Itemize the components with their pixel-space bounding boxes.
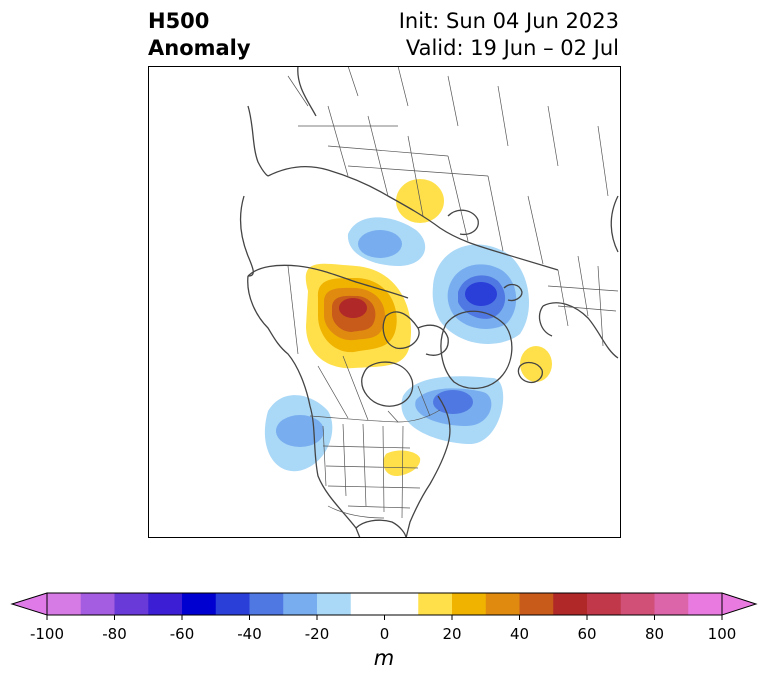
kamchatka <box>239 195 254 277</box>
iceland <box>517 361 543 384</box>
colorbar-block <box>249 593 284 615</box>
colorbar-block <box>283 593 318 615</box>
anomaly-trough-north-greenland <box>432 244 530 344</box>
colorbar-block <box>654 593 689 615</box>
russia-regions <box>298 105 544 265</box>
colorbar-block <box>350 593 385 615</box>
gulf-of-mexico <box>355 519 407 538</box>
colorbar-block <box>452 593 487 615</box>
colorbar-block <box>148 593 183 615</box>
colorbar-tick-label: 80 <box>645 625 664 643</box>
east-asia-coast <box>247 66 317 177</box>
coastlines <box>239 66 619 538</box>
init-date: Init: Sun 04 Jun 2023 <box>398 9 619 33</box>
anomaly-map <box>148 66 621 538</box>
colorbar-block <box>587 593 622 615</box>
canadian-archipelago <box>382 311 449 356</box>
alaska-yukon-border <box>287 265 299 355</box>
scandinavia <box>538 302 619 359</box>
colorbar-tick-label: 0 <box>380 625 390 643</box>
map-dates: Init: Sun 04 Jun 2023 Valid: 19 Jun – 02… <box>399 8 619 62</box>
colorbar-block <box>317 593 352 615</box>
colorbar-block <box>418 593 453 615</box>
colorbar: -100 -80 -60 -40 -20 0 20 40 60 80 100 <box>10 592 758 643</box>
colorbar-block <box>80 593 115 615</box>
colorbar-block <box>519 593 554 615</box>
title-line-1: H500 <box>148 9 210 33</box>
colorbar-block <box>620 593 655 615</box>
north-america-west-coast <box>247 275 361 538</box>
colorbar-under-arrow <box>10 592 48 616</box>
colorbar-block <box>384 593 419 615</box>
colorbar-tick-label: 40 <box>510 625 529 643</box>
colorbar-unit-label: m <box>373 646 395 670</box>
colorbar-block <box>553 593 588 615</box>
colorbar-block <box>215 593 250 615</box>
anomaly-ridge-ohio-valley <box>383 450 421 476</box>
anomaly-fields <box>264 179 552 476</box>
colorbar-block <box>47 593 82 615</box>
political-borders <box>287 66 619 519</box>
anomaly-trough-east-siberian <box>347 217 426 266</box>
colorbar-tick-label: -40 <box>237 625 262 643</box>
colorbar-block <box>485 593 520 615</box>
colorbar-tick-label: 100 <box>708 625 737 643</box>
greenland <box>440 310 513 389</box>
anomaly-ridge-alaska-yukon <box>305 263 412 369</box>
northeast-africa-edge <box>610 195 619 253</box>
hudson-bay <box>361 361 414 407</box>
siberia-coast <box>267 165 559 271</box>
asia-borders <box>287 66 609 197</box>
colorbar-tick-label: -20 <box>305 625 330 643</box>
colorbar-tick-label: -60 <box>170 625 195 643</box>
colorbar-tick-label: 20 <box>442 625 461 643</box>
map-title: H500 Anomaly <box>148 8 251 62</box>
colorbar-block <box>114 593 149 615</box>
colorbar-over-arrow <box>721 592 758 616</box>
mexico-border <box>327 505 385 519</box>
us-states-grid <box>322 423 421 519</box>
novaya-zemlya <box>447 209 479 236</box>
colorbar-tick-label: -80 <box>102 625 127 643</box>
colorbar-tick-label: -100 <box>30 625 64 643</box>
colorbar-block <box>182 593 217 615</box>
title-line-2: Anomaly <box>148 36 251 60</box>
map-frame <box>148 66 621 538</box>
colorbar-blocks <box>10 592 758 616</box>
svalbard <box>503 283 523 302</box>
colorbar-block <box>688 593 723 615</box>
colorbar-tick-label: 60 <box>577 625 596 643</box>
colorbar-ticks: -100 -80 -60 -40 -20 0 20 40 60 80 100 <box>30 615 736 643</box>
north-america-east-coast <box>405 395 451 538</box>
valid-date: Valid: 19 Jun – 02 Jul <box>405 36 619 60</box>
north-america-arctic-coast <box>247 264 409 299</box>
europe-borders <box>547 255 619 347</box>
anomaly-trough-eastern-canada <box>401 376 504 445</box>
canada-provinces <box>317 355 431 423</box>
